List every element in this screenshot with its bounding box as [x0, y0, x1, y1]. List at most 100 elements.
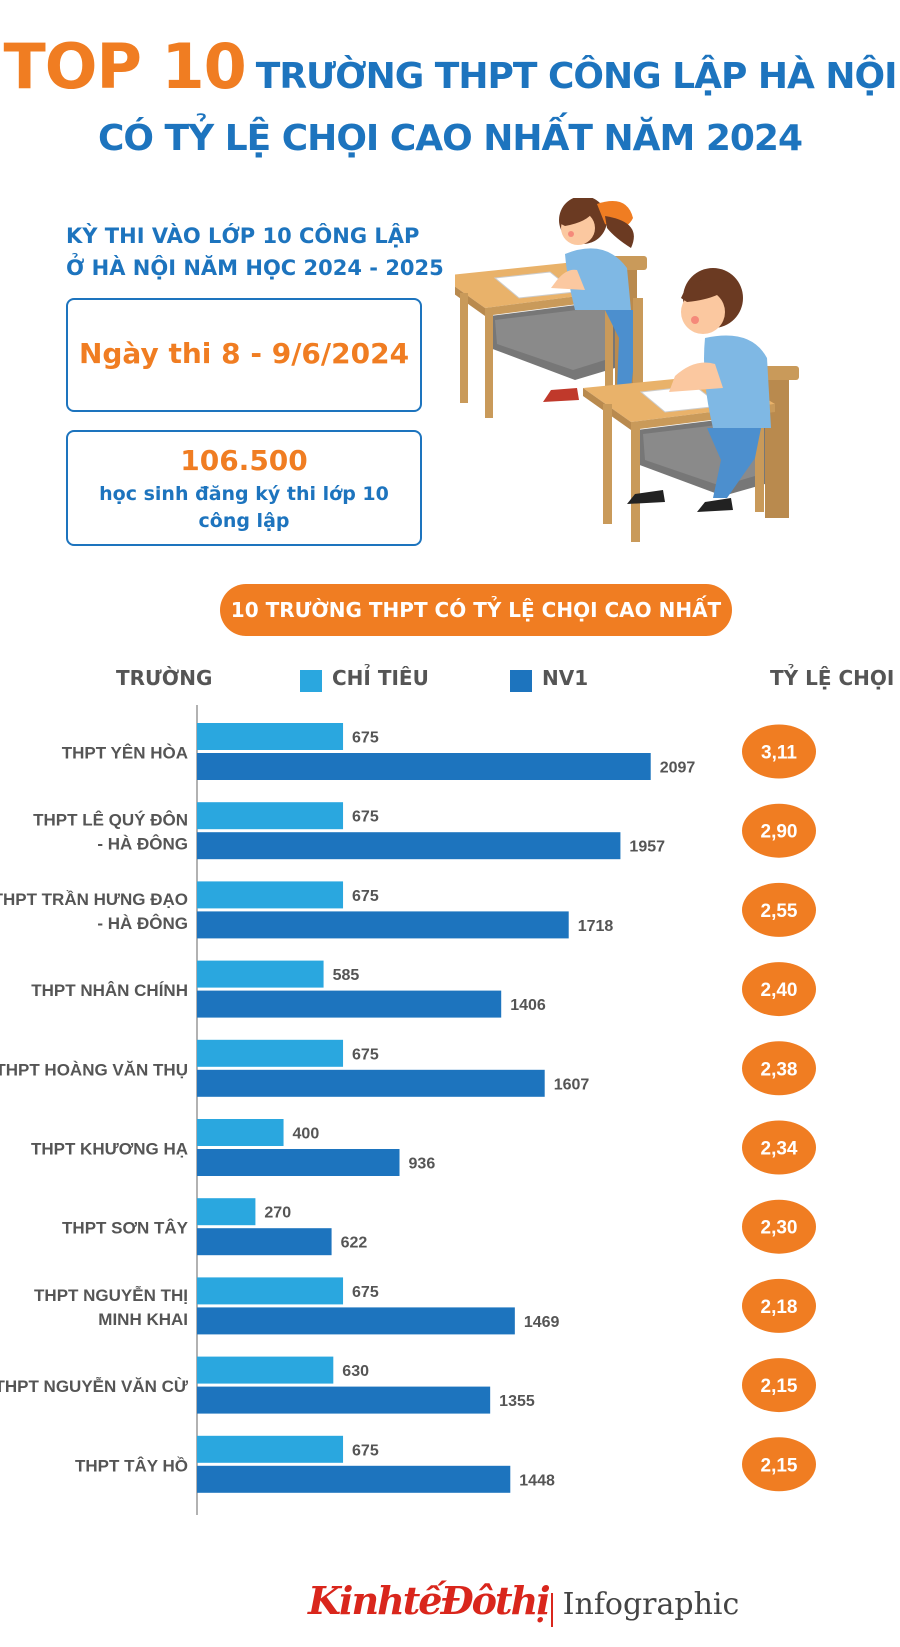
category-label: THPT SƠN TÂY [62, 1219, 189, 1238]
title-top10: TOP 10 [3, 30, 246, 103]
legend-label-nv1: NV1 [542, 666, 589, 690]
category-label: THPT NHÂN CHÍNH [31, 981, 188, 1000]
data-label-quota: 675 [352, 730, 379, 747]
data-label-nv1: 622 [341, 1235, 368, 1252]
ratio-bubble [742, 1120, 816, 1175]
legend-swatch-quota [300, 670, 322, 692]
bar-chart: THPT YÊN HÒA 675 2097 3,11 THPT LÊ QUÝ ĐÔN - … [0, 705, 816, 1515]
exam-date-box: Ngày thi 8 - 9/6/2024 [66, 298, 422, 412]
legend-label-quota: CHỈ TIÊU [332, 666, 429, 690]
ratio-label: 2,15 [761, 1455, 798, 1476]
footer-brand-left: Kinhtế [308, 1578, 442, 1623]
exam-heading-line1: KỲ THI VÀO LỚP 10 CÔNG LẬP [66, 224, 420, 248]
data-label-nv1: 1355 [499, 1393, 535, 1410]
ratio-label: 3,11 [761, 743, 797, 764]
ratio-label: 2,38 [761, 1059, 798, 1080]
ratio-label: 2,40 [761, 980, 798, 1001]
ratio-label: 2,30 [761, 1218, 798, 1239]
category-label: MINH KHAI [98, 1310, 188, 1329]
category-label: THPT YÊN HÒA [62, 744, 188, 763]
title-line1: TRƯỜNG THPT CÔNG LẬP HÀ NỘI [255, 56, 898, 97]
ratio-bubble [742, 962, 816, 1017]
category-label: THPT HOÀNG VĂN THỤ [0, 1060, 188, 1079]
bar-nv1 [197, 753, 651, 780]
title-line2: CÓ TỶ LỆ CHỌI CAO NHẤT NĂM 2024 [97, 118, 803, 159]
data-label-quota: 400 [293, 1126, 320, 1143]
bar-quota [197, 1356, 334, 1384]
bar-nv1 [197, 911, 569, 939]
section-title: 10 TRƯỜNG THPT CÓ TỶ LỆ CHỌI CAO NHẤT [220, 584, 732, 636]
category-label: THPT LÊ QUÝ ĐÔN [33, 811, 188, 830]
category-label: THPT NGUYỄN VĂN CỪ [0, 1377, 189, 1396]
ratio-bubble [742, 803, 816, 858]
data-label-quota: 675 [352, 1284, 379, 1301]
bar-quota [197, 1277, 344, 1305]
ratio-bubble [742, 1437, 816, 1492]
ratio-bubble [742, 1041, 816, 1096]
title-block: TOP 10 TRƯỜNG THPT CÔNG LẬP HÀ NỘI [0, 30, 900, 103]
data-label-nv1: 1718 [578, 918, 614, 935]
bar-nv1 [197, 1386, 491, 1414]
legend-swatch-nv1 [510, 670, 532, 692]
exam-date: Ngày thi 8 - 9/6/2024 [78, 337, 410, 370]
bar-quota [197, 802, 344, 830]
bar-quota [197, 960, 324, 988]
category-label: - HÀ ĐÔNG [97, 914, 188, 933]
data-label-quota: 675 [352, 1046, 379, 1063]
exam-heading: KỲ THI VÀO LỚP 10 CÔNG LẬP Ở HÀ NỘI NĂM … [66, 220, 444, 284]
bar-quota [197, 881, 344, 909]
bar-nv1 [197, 1465, 511, 1493]
data-label-quota: 675 [352, 809, 379, 826]
ratio-label: 2,18 [761, 1297, 798, 1318]
footer-separator [550, 1592, 553, 1627]
footer-brand-right: Đôthị [440, 1578, 550, 1623]
ratio-label: 2,55 [761, 901, 798, 922]
ratio-bubble [742, 1278, 816, 1333]
ratio-label: 2,15 [761, 1376, 798, 1397]
ratio-bubble [742, 1358, 816, 1413]
ratio-bubble [742, 1199, 816, 1254]
bar-nv1 [197, 1069, 545, 1097]
data-label-nv1: 2097 [660, 760, 696, 777]
bar-nv1 [197, 1307, 515, 1335]
ratio-label: 2,34 [761, 1139, 798, 1160]
data-label-quota: 675 [352, 1442, 379, 1459]
bar-quota [197, 1198, 256, 1226]
category-label: THPT KHƯƠNG HẠ [31, 1140, 188, 1159]
bar-quota [197, 1039, 344, 1067]
bar-quota [197, 723, 344, 750]
data-label-nv1: 1957 [629, 839, 665, 856]
data-label-quota: 630 [342, 1363, 369, 1380]
ratio-label: 2,90 [761, 822, 798, 843]
data-label-quota: 585 [333, 967, 360, 984]
data-label-quota: 270 [264, 1205, 291, 1222]
data-label-nv1: 1448 [519, 1472, 555, 1489]
bar-nv1 [197, 990, 502, 1018]
category-label: THPT TRẦN HƯNG ĐẠO [0, 890, 188, 909]
bar-nv1 [197, 1149, 400, 1176]
exam-heading-line2: Ở HÀ NỘI NĂM HỌC 2024 - 2025 [66, 256, 444, 280]
registrants-text-line2: công lập [198, 510, 290, 532]
column-header-school: TRƯỜNG [116, 666, 213, 690]
registrants-count: 106.500 [180, 444, 308, 477]
data-label-nv1: 1607 [554, 1076, 590, 1093]
students-exam-illustration [455, 198, 799, 542]
registrants-text: học sinh đăng ký thi lớp 10 công lập [68, 481, 420, 535]
ratio-bubble [742, 724, 816, 779]
boy-student [627, 268, 771, 512]
data-label-quota: 675 [352, 888, 379, 905]
girl-student [543, 198, 643, 402]
registrants-box: 106.500 học sinh đăng ký thi lớp 10 công… [66, 430, 422, 546]
data-label-nv1: 1406 [510, 997, 546, 1014]
bar-quota [197, 1119, 284, 1146]
footer-brand: KinhtếĐôthị Infographic [308, 1578, 739, 1627]
footer-label: Infographic [562, 1587, 740, 1622]
category-label: THPT NGUYỄN THỊ [34, 1286, 188, 1305]
bar-nv1 [197, 832, 621, 860]
data-label-nv1: 936 [409, 1156, 436, 1173]
category-label: THPT TÂY HỒ [75, 1456, 188, 1475]
column-header-ratio: TỶ LỆ CHỌI [770, 666, 895, 690]
registrants-text-line1: học sinh đăng ký thi lớp 10 [99, 483, 389, 505]
ratio-bubble [742, 882, 816, 937]
bar-nv1 [197, 1228, 332, 1256]
